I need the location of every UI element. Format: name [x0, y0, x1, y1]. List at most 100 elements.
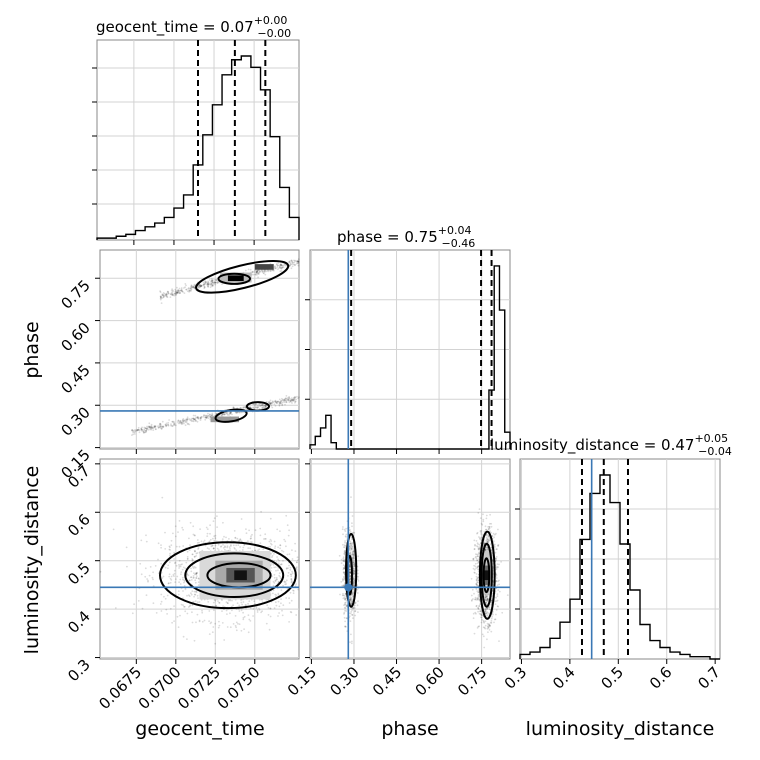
sample-point [195, 573, 198, 576]
sample-point [166, 594, 169, 597]
sample-point [473, 592, 475, 595]
sample-point [486, 608, 489, 610]
sample-point [344, 553, 346, 556]
sample-point [288, 602, 291, 604]
sample-point [198, 619, 201, 622]
sample-point [161, 293, 164, 295]
sample-point [497, 528, 499, 531]
sample-point [242, 406, 245, 409]
sample-point [193, 534, 196, 537]
sample-point [357, 580, 360, 582]
sample-point [174, 525, 177, 528]
sample-point [171, 420, 174, 423]
sample-point [269, 607, 272, 610]
sample-point [251, 271, 254, 274]
sample-point [283, 538, 286, 541]
sample-point [350, 603, 352, 605]
sample-point [290, 267, 293, 270]
sample-point [474, 598, 477, 601]
sample-point [270, 269, 273, 272]
sample-point [290, 259, 293, 262]
sample-point [171, 420, 174, 423]
sample-point [283, 581, 286, 583]
sample-point [191, 611, 193, 614]
sample-point [487, 535, 490, 538]
sample-point [351, 554, 354, 557]
contour-line [184, 552, 285, 599]
sample-point [345, 617, 348, 620]
sample-point [262, 272, 265, 275]
sample-point [351, 553, 353, 556]
sample-point [487, 631, 489, 634]
sample-point [279, 563, 281, 566]
sample-point [474, 596, 477, 599]
sample-point [258, 403, 260, 405]
sample-point [477, 555, 479, 558]
sample-point [250, 541, 253, 543]
sample-point [193, 572, 195, 575]
sample-point [277, 562, 280, 565]
sample-point [351, 609, 353, 612]
sample-point [291, 570, 293, 573]
sample-point [147, 579, 149, 582]
sample-point [238, 411, 241, 414]
sample-point [487, 528, 490, 531]
sample-point [212, 282, 215, 285]
sample-point [171, 425, 173, 427]
sample-point [181, 568, 184, 571]
sample-point [195, 555, 198, 557]
sample-point [295, 566, 298, 568]
sample-point [274, 401, 277, 404]
sample-point [268, 401, 270, 403]
sample-point [157, 426, 160, 429]
sample-point [225, 601, 228, 604]
sample-point [146, 425, 148, 428]
sample-point [196, 601, 199, 603]
sample-point [283, 398, 286, 401]
sample-point [114, 607, 117, 609]
sample-point [479, 530, 482, 532]
sample-point [278, 264, 281, 267]
sample-point [165, 292, 168, 295]
sample-point [181, 423, 183, 426]
sample-point [189, 521, 192, 524]
sample-point [482, 518, 485, 521]
sample-point [154, 425, 157, 428]
sample-point [344, 601, 347, 604]
sample-point [481, 618, 483, 621]
sample-point [260, 404, 262, 407]
sample-point [352, 573, 355, 576]
sample-point [193, 283, 196, 286]
sample-point [487, 625, 489, 628]
sample-point [221, 538, 224, 540]
sample-point [485, 596, 487, 598]
sample-point [349, 550, 352, 552]
sample-point [221, 283, 223, 285]
sample-point [150, 427, 152, 430]
sample-point [132, 430, 134, 432]
sample-point [475, 604, 478, 607]
sample-point [285, 395, 288, 397]
sample-point [176, 575, 179, 578]
sample-point [243, 628, 246, 630]
sample-point [258, 269, 261, 272]
sample-point [185, 561, 188, 564]
sample-point [491, 556, 494, 559]
sample-point [485, 603, 488, 606]
sample-point [183, 422, 185, 425]
sample-point [218, 602, 221, 604]
title-geocent-time: geocent_time = 0.07+0.00 −0.00 [96, 14, 291, 40]
sample-point [225, 412, 228, 415]
sample-point [190, 592, 192, 595]
sample-point [180, 289, 182, 292]
sample-point [144, 429, 147, 432]
sample-point [490, 620, 493, 622]
sample-point [221, 610, 223, 612]
sample-point [340, 581, 343, 583]
sample-point [235, 412, 238, 414]
sample-point [169, 607, 172, 610]
sample-point [206, 532, 209, 535]
sample-point [486, 548, 489, 551]
sample-point [279, 401, 281, 404]
sample-point [477, 568, 479, 571]
